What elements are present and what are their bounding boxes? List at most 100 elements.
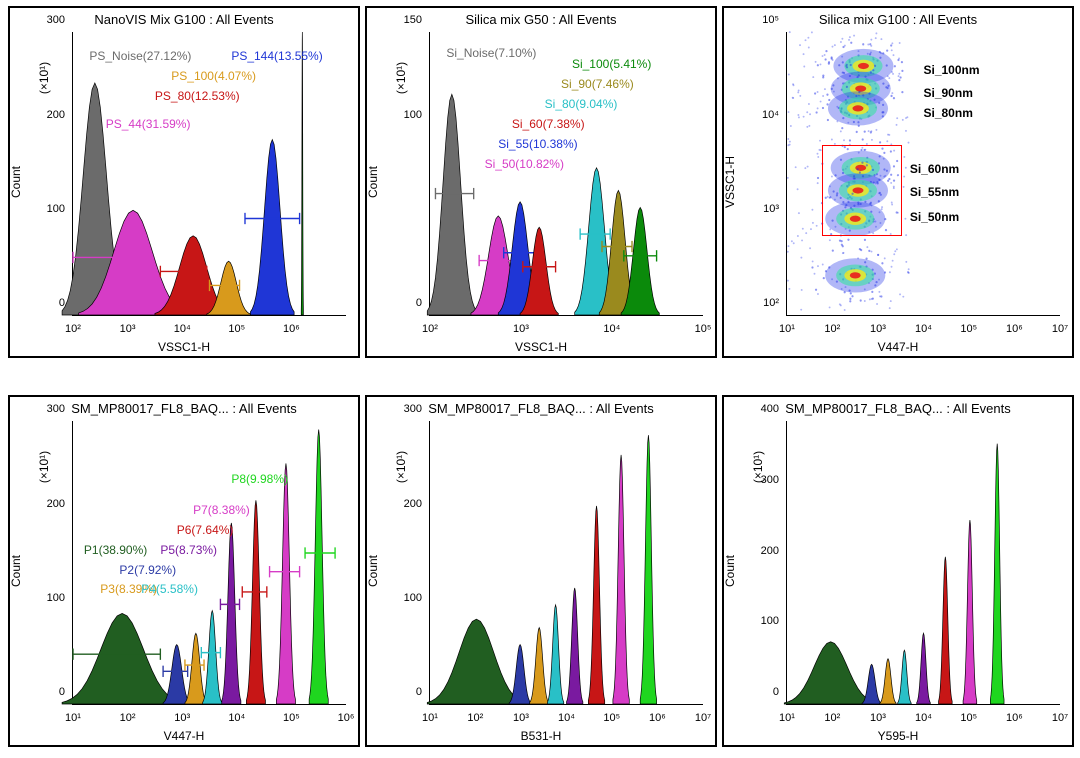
peak-label-P7: P7(8.38%) — [193, 503, 250, 517]
peak-P4 — [203, 611, 222, 704]
peak-P2 — [509, 645, 531, 704]
peak-label-Si_50: Si_50(10.82%) — [485, 157, 564, 171]
x-axis-label: B531-H — [367, 729, 715, 743]
peak-label-Si_Noise: Si_Noise(7.10%) — [446, 46, 536, 60]
y-tick: 150 — [404, 14, 422, 26]
gate-rect[interactable] — [822, 145, 901, 236]
peak-label-Si_100: Si_100(5.41%) — [572, 57, 651, 71]
peak-P5 — [222, 523, 241, 704]
y-tick: 10³ — [763, 203, 779, 215]
y-tick: 100 — [47, 592, 65, 604]
x-axis-label: Y595-H — [724, 729, 1072, 743]
x-tick: 10⁵ — [283, 712, 300, 724]
peak-PS_144 — [250, 140, 294, 315]
x-tick: 10³ — [513, 323, 529, 335]
cluster-label-Si_80nm: Si_80nm — [924, 106, 973, 120]
x-tick: 10⁴ — [228, 712, 245, 724]
x-tick: 10² — [824, 712, 840, 724]
x-tick: 10⁶ — [649, 712, 666, 724]
y-tick: 0 — [416, 297, 422, 309]
x-tick: 10² — [65, 323, 81, 335]
plot-area: 10²10³10⁴10⁵0100150 Si_Noise(7.10%)Si_50… — [429, 32, 703, 316]
x-tick: 10⁶ — [1006, 323, 1023, 335]
y-tick: 10⁴ — [762, 109, 779, 121]
y-axis-scale: (×10¹) — [37, 450, 51, 482]
y-tick: 300 — [761, 474, 779, 486]
x-axis-label: V447-H — [724, 340, 1072, 354]
y-tick: 100 — [404, 109, 422, 121]
x-tick: 10³ — [870, 323, 886, 335]
y-tick: 300 — [404, 403, 422, 415]
y-tick: 100 — [404, 592, 422, 604]
plot-area: 10¹10²10³10⁴10⁵10⁶10⁷0100200300400 — [786, 421, 1060, 705]
peak-label-P1: P1(38.90%) — [84, 543, 147, 557]
x-tick: 10⁴ — [558, 712, 575, 724]
plot-area: 10¹10²10³10⁴10⁵10⁶0100200300 P1(38.90%)P… — [72, 421, 346, 705]
plot-area: 10¹10²10³10⁴10⁵10⁶10⁷10²10³10⁴10⁵Si_100n… — [786, 32, 1060, 316]
x-tick: 10³ — [870, 712, 886, 724]
cluster-label-Si_100nm: Si_100nm — [924, 63, 980, 77]
x-tick: 10² — [824, 323, 840, 335]
y-axis-label: VSSC1-H — [723, 156, 737, 208]
x-tick: 10⁵ — [960, 323, 977, 335]
panel-p1: NanoVIS Mix G100 : All EventsCount(×10¹)… — [8, 6, 360, 358]
peak-label-P5: P5(8.73%) — [160, 543, 217, 557]
x-tick: 10² — [120, 712, 136, 724]
x-tick: 10² — [467, 712, 483, 724]
x-tick: 10⁷ — [695, 712, 711, 724]
peak-P1 — [62, 613, 182, 704]
cluster-label-Si_90nm: Si_90nm — [924, 86, 973, 100]
x-axis-label: V447-H — [10, 729, 358, 743]
peak-P7 — [613, 455, 629, 704]
y-tick: 200 — [404, 498, 422, 510]
peak-label-Si_90: Si_90(7.46%) — [561, 77, 634, 91]
y-tick: 200 — [47, 498, 65, 510]
peak-label-PS_100: PS_100(4.07%) — [171, 69, 256, 83]
x-tick: 10⁷ — [1052, 323, 1068, 335]
y-axis-scale: (×10¹) — [394, 61, 408, 93]
y-axis-scale: (×10¹) — [37, 61, 51, 93]
peak-P3 — [880, 659, 896, 704]
x-tick: 10⁴ — [603, 323, 620, 335]
peak-label-Si_80: Si_80(9.04%) — [545, 97, 618, 111]
cluster-label-Si_55nm: Si_55nm — [910, 185, 959, 199]
x-tick: 10³ — [513, 712, 529, 724]
peak-P8 — [309, 429, 328, 704]
y-tick: 0 — [59, 686, 65, 698]
x-tick: 10⁶ — [338, 712, 355, 724]
x-tick: 10⁵ — [695, 323, 712, 335]
y-tick: 100 — [761, 615, 779, 627]
plot-area: 10¹10²10³10⁴10⁵10⁶10⁷0100200300 — [429, 421, 703, 705]
plot-area: 10²10³10⁴10⁵10⁶0100200300 PS_Noise(27.12… — [72, 32, 346, 316]
panel-p6: SM_MP80017_FL8_BAQ... : All EventsCount(… — [722, 395, 1074, 747]
x-tick: 10¹ — [779, 323, 795, 335]
peak-label-P6: P6(7.64%) — [177, 523, 234, 537]
peak-P4 — [547, 605, 563, 704]
y-tick: 200 — [761, 545, 779, 557]
peak-P3 — [530, 628, 549, 704]
panel-p3: Silica mix G100 : All EventsVSSC1-HV447-… — [722, 6, 1074, 358]
y-axis-label: Count — [366, 166, 380, 198]
peak-P1 — [784, 642, 877, 704]
peak-label-Si_60: Si_60(7.38%) — [512, 117, 585, 131]
peak-P7 — [963, 520, 977, 704]
x-tick: 10⁵ — [228, 323, 245, 335]
peak-Si_Noise — [427, 94, 476, 315]
x-tick: 10¹ — [422, 712, 438, 724]
peak-label-P4: P4(5.58%) — [141, 582, 198, 596]
peak-label-P2: P2(7.92%) — [119, 563, 176, 577]
peak-P5 — [917, 633, 931, 704]
x-tick: 10⁵ — [960, 712, 977, 724]
panel-p5: SM_MP80017_FL8_BAQ... : All EventsCount(… — [365, 395, 717, 747]
peak-label-PS_44: PS_44(31.59%) — [106, 117, 191, 131]
cluster-label-Si_50nm: Si_50nm — [910, 210, 959, 224]
x-tick: 10¹ — [65, 712, 81, 724]
x-tick: 10² — [422, 323, 438, 335]
x-tick: 10⁶ — [1006, 712, 1023, 724]
peak-P6 — [246, 500, 265, 704]
peak-P6 — [939, 557, 953, 704]
y-axis-label: Count — [723, 555, 737, 587]
panel-p2: Silica mix G50 : All EventsCount(×10¹)VS… — [365, 6, 717, 358]
x-tick: 10⁶ — [283, 323, 300, 335]
peak-P5 — [567, 588, 583, 704]
